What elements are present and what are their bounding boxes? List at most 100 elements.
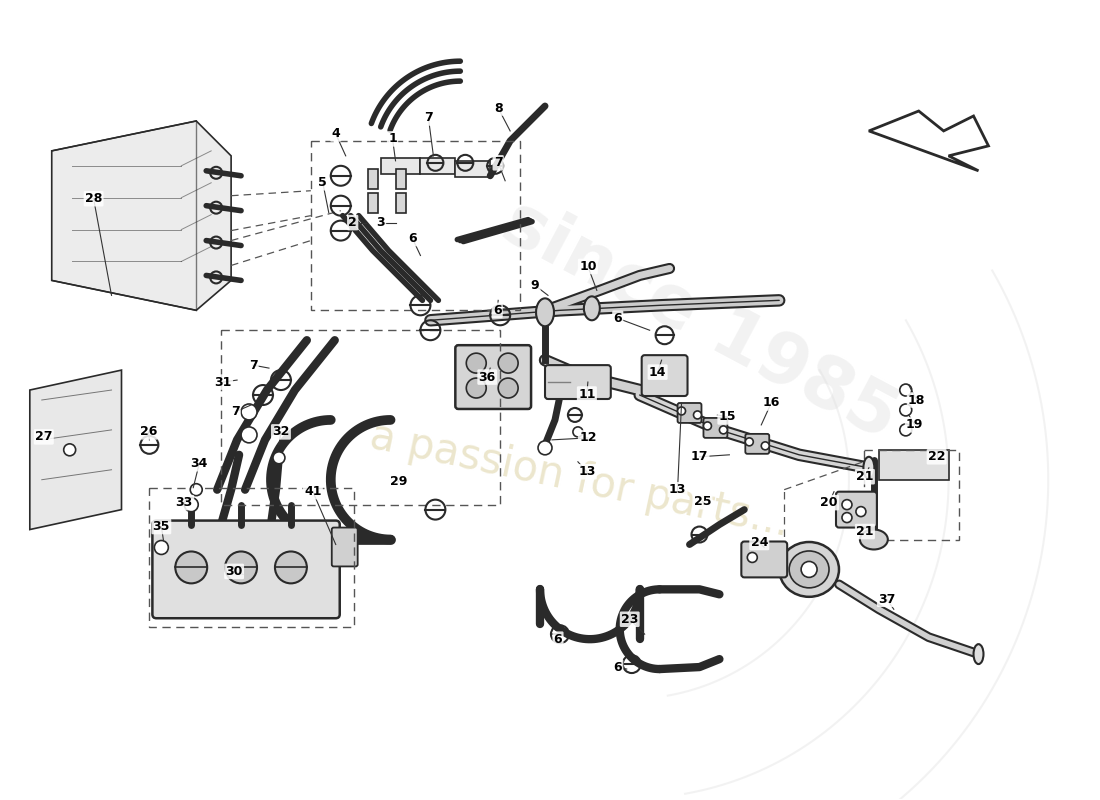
FancyBboxPatch shape [704, 418, 727, 438]
Circle shape [275, 551, 307, 583]
Text: 5: 5 [318, 176, 327, 190]
Circle shape [573, 427, 583, 437]
Ellipse shape [789, 551, 829, 588]
Circle shape [900, 424, 912, 436]
FancyBboxPatch shape [741, 542, 788, 578]
FancyBboxPatch shape [678, 403, 702, 423]
Ellipse shape [974, 644, 983, 664]
Bar [381, 158, 420, 174]
Text: 20: 20 [821, 496, 838, 509]
FancyBboxPatch shape [746, 434, 769, 454]
Text: 23: 23 [621, 613, 638, 626]
Text: a passion for parts...: a passion for parts... [366, 414, 793, 545]
Text: 3: 3 [376, 216, 385, 229]
Circle shape [154, 541, 168, 554]
Text: 24: 24 [750, 536, 768, 549]
Ellipse shape [864, 457, 874, 478]
FancyBboxPatch shape [455, 345, 531, 409]
Text: 28: 28 [85, 192, 102, 206]
Circle shape [693, 411, 702, 419]
Circle shape [842, 500, 851, 510]
Ellipse shape [860, 530, 888, 550]
Text: 41: 41 [304, 485, 321, 498]
Text: 7: 7 [424, 111, 432, 125]
Text: 1: 1 [388, 133, 397, 146]
Bar [420, 158, 455, 174]
Bar [396, 193, 406, 213]
Bar [221, 330, 500, 505]
Circle shape [241, 404, 257, 420]
Bar [367, 169, 377, 189]
Text: 6: 6 [493, 304, 502, 317]
Text: 7: 7 [494, 156, 503, 170]
FancyBboxPatch shape [641, 355, 688, 396]
Text: 6: 6 [553, 633, 562, 646]
Text: 21: 21 [856, 525, 873, 538]
Text: 16: 16 [762, 397, 780, 410]
Bar [367, 193, 377, 213]
FancyBboxPatch shape [153, 521, 340, 618]
Polygon shape [869, 111, 989, 170]
Text: 35: 35 [153, 520, 170, 533]
Text: 33: 33 [176, 496, 192, 509]
Circle shape [273, 452, 285, 464]
Circle shape [842, 513, 851, 522]
Bar [150, 488, 354, 627]
Text: 12: 12 [579, 431, 596, 444]
Text: 17: 17 [691, 450, 708, 463]
FancyBboxPatch shape [332, 527, 358, 566]
Circle shape [241, 427, 257, 443]
FancyBboxPatch shape [544, 365, 610, 399]
Text: 22: 22 [928, 450, 945, 463]
Circle shape [190, 484, 202, 496]
Circle shape [747, 553, 757, 562]
Circle shape [704, 422, 712, 430]
Text: 15: 15 [718, 410, 736, 423]
Circle shape [856, 506, 866, 517]
Text: 8: 8 [494, 102, 503, 114]
Circle shape [64, 444, 76, 456]
Circle shape [538, 441, 552, 455]
Text: 11: 11 [579, 387, 595, 401]
Text: 31: 31 [214, 375, 232, 389]
Text: 13: 13 [669, 483, 686, 496]
Polygon shape [879, 450, 948, 480]
Text: 2: 2 [349, 216, 358, 229]
Bar [311, 141, 520, 310]
Ellipse shape [536, 298, 554, 326]
Text: 27: 27 [35, 430, 53, 443]
Circle shape [678, 407, 685, 415]
Circle shape [466, 378, 486, 398]
Bar [396, 169, 406, 189]
Circle shape [226, 551, 257, 583]
Circle shape [185, 498, 198, 512]
Text: 7: 7 [231, 406, 240, 418]
Circle shape [498, 378, 518, 398]
Circle shape [900, 384, 912, 396]
Circle shape [719, 426, 727, 434]
Polygon shape [30, 370, 121, 530]
Circle shape [761, 442, 769, 450]
Bar [455, 161, 491, 177]
Text: 21: 21 [856, 470, 873, 483]
Text: 6: 6 [408, 232, 417, 245]
Text: 25: 25 [694, 495, 712, 508]
Text: 37: 37 [878, 593, 895, 606]
Text: 4: 4 [331, 127, 340, 141]
Ellipse shape [779, 542, 839, 597]
Circle shape [498, 353, 518, 373]
Text: 32: 32 [273, 426, 289, 438]
Text: 18: 18 [908, 394, 925, 406]
Text: 34: 34 [190, 458, 208, 470]
Text: 13: 13 [579, 466, 595, 478]
FancyBboxPatch shape [836, 492, 877, 527]
Text: 9: 9 [530, 279, 539, 292]
Circle shape [466, 353, 486, 373]
Ellipse shape [584, 296, 600, 320]
Text: since 1985: since 1985 [491, 187, 909, 454]
Circle shape [175, 551, 207, 583]
Text: 26: 26 [140, 426, 157, 438]
Text: 29: 29 [389, 475, 407, 488]
Text: 30: 30 [226, 565, 243, 578]
Text: 14: 14 [649, 366, 667, 378]
